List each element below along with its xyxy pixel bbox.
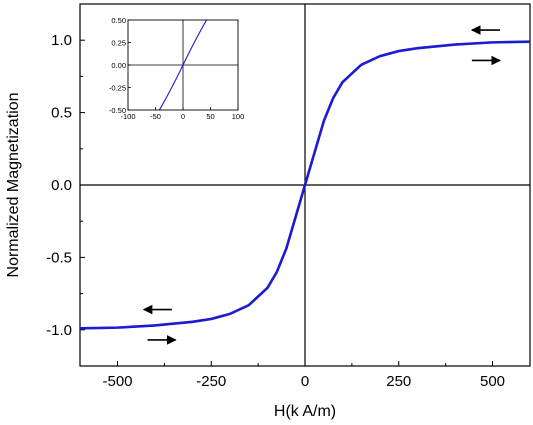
series-line-1 <box>79 40 531 330</box>
inset-x-tick-label: 0 <box>181 112 185 121</box>
x-tick-label: 500 <box>480 373 505 390</box>
x-tick-label: -250 <box>196 373 226 390</box>
y-tick-label: -0.5 <box>46 249 72 266</box>
y-tick-label: 0.0 <box>51 177 72 194</box>
inset-chart: -100 -50 0 50 100 -0.50 -0.25 0.00 0.25 0.50 <box>109 16 244 121</box>
inset-y-tick-label: -0.50 <box>109 106 126 115</box>
inset-y-tick-label: 0.00 <box>111 61 126 70</box>
y-tick-label: -1.0 <box>46 322 72 339</box>
inset-x-tick-label: 50 <box>206 112 214 121</box>
inset-x-tick-label: -100 <box>120 112 135 121</box>
inset-series-group <box>158 19 208 111</box>
main-chart: -500 -250 0 250 500-1.0-0.50.00.51.0 H(k A/m… <box>5 3 531 420</box>
x-axis-title: H(k A/m) <box>274 403 336 420</box>
inset-x-tick-label: -50 <box>150 112 161 121</box>
inset-x-tick-label: 100 <box>232 112 245 121</box>
x-tick-label: 0 <box>301 373 309 390</box>
inset-y-tick-label: 0.50 <box>111 16 126 25</box>
x-tick-label: -500 <box>102 373 132 390</box>
x-tick-label: 250 <box>386 373 411 390</box>
inset-y-tick-label: 0.25 <box>111 39 126 48</box>
y-tick-label: 0.5 <box>51 105 72 122</box>
y-axis-title: Normalized Magnetization <box>5 93 22 278</box>
main-series-group <box>79 40 531 330</box>
y-tick-label: 1.0 <box>51 32 72 49</box>
inset-y-tick-label: -0.25 <box>109 84 126 93</box>
inset-series-line-0 <box>158 19 208 111</box>
inset-tick-group: -100 -50 0 50 100 -0.50 -0.25 0.00 0.25 0.50 <box>109 16 244 121</box>
main-arrow-annotations <box>142 25 501 345</box>
